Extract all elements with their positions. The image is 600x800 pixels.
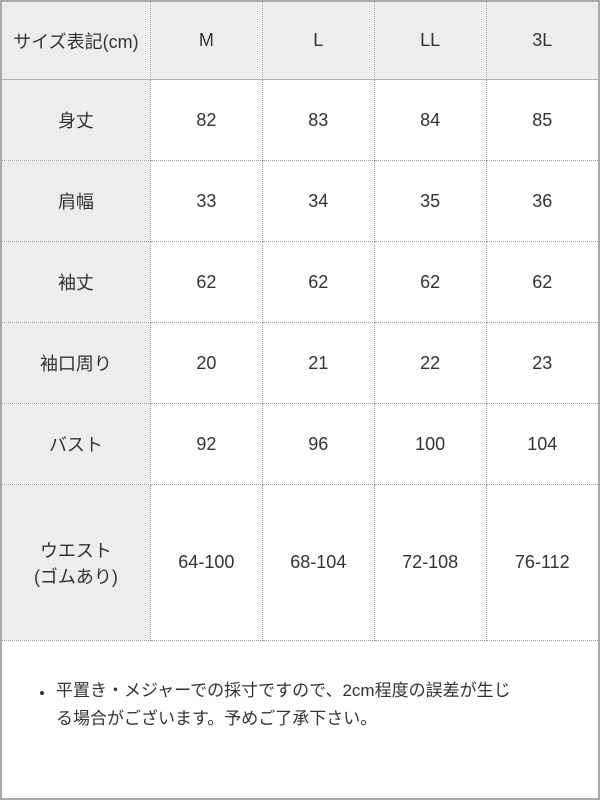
row-label-bust: バスト (2, 403, 151, 485)
note-bullet-list: 平置き・メジャーでの採寸ですので、2cm程度の誤差が生じる場合がございます。予め… (34, 677, 572, 733)
table-row-bust: バスト 92 96 100 104 (2, 403, 598, 485)
cell-shoulder-width-ll: 35 (373, 160, 487, 242)
table-row-waist: ウエスト (ゴムあり) 64-100 68-104 72-108 76-112 (2, 484, 598, 641)
size-column-m: M (149, 2, 263, 80)
cell-cuff-3l: 23 (485, 322, 598, 404)
cell-sleeve-length-m: 62 (149, 241, 263, 323)
cell-waist-m: 64-100 (149, 484, 263, 641)
cell-shoulder-width-3l: 36 (485, 160, 598, 242)
cell-shoulder-width-l: 34 (261, 160, 375, 242)
cell-sleeve-length-l: 62 (261, 241, 375, 323)
cell-waist-ll: 72-108 (373, 484, 487, 641)
cell-waist-l: 68-104 (261, 484, 375, 641)
cell-cuff-l: 21 (261, 322, 375, 404)
cell-shoulder-width-m: 33 (149, 160, 263, 242)
table-row-body-length: 身丈 82 83 84 85 (2, 79, 598, 161)
cell-body-length-ll: 84 (373, 79, 487, 161)
row-label-cuff: 袖口周り (2, 322, 151, 404)
cell-body-length-3l: 85 (485, 79, 598, 161)
cell-bust-3l: 104 (485, 403, 598, 485)
table-row-cuff: 袖口周り 20 21 22 23 (2, 322, 598, 404)
waist-label-line1: ウエスト (39, 540, 112, 561)
measurement-note-section: 平置き・メジャーでの採寸ですので、2cm程度の誤差が生じる場合がございます。予め… (2, 641, 598, 798)
size-notation-header: サイズ表記(cm) (2, 2, 151, 80)
size-column-ll: LL (373, 2, 487, 80)
cell-bust-m: 92 (149, 403, 263, 485)
size-column-l: L (261, 2, 375, 80)
row-label-waist: ウエスト (ゴムあり) (2, 484, 151, 641)
row-label-body-length: 身丈 (2, 79, 151, 161)
table-row-shoulder-width: 肩幅 33 34 35 36 (2, 160, 598, 242)
cell-sleeve-length-ll: 62 (373, 241, 487, 323)
row-label-sleeve-length: 袖丈 (2, 241, 151, 323)
size-column-3l: 3L (485, 2, 598, 80)
size-table: サイズ表記(cm) M L LL 3L 身丈 82 83 84 85 肩幅 33… (2, 2, 598, 641)
cell-sleeve-length-3l: 62 (485, 241, 598, 323)
cell-body-length-m: 82 (149, 79, 263, 161)
cell-bust-l: 96 (261, 403, 375, 485)
row-label-shoulder-width: 肩幅 (2, 160, 151, 242)
note-bullet-item: 平置き・メジャーでの採寸ですので、2cm程度の誤差が生じる場合がございます。予め… (54, 677, 516, 733)
cell-bust-ll: 100 (373, 403, 487, 485)
cell-waist-3l: 76-112 (485, 484, 598, 641)
cell-cuff-ll: 22 (373, 322, 487, 404)
table-header-row: サイズ表記(cm) M L LL 3L (2, 2, 598, 80)
table-row-sleeve-length: 袖丈 62 62 62 62 (2, 241, 598, 323)
waist-label-line2: (ゴムあり) (33, 566, 118, 587)
cell-cuff-m: 20 (149, 322, 263, 404)
cell-body-length-l: 83 (261, 79, 375, 161)
